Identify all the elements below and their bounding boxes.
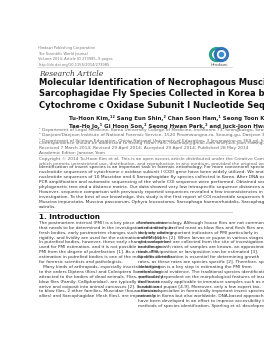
Circle shape — [214, 52, 219, 57]
Text: Research Article: Research Article — [39, 70, 103, 78]
Text: Copyright © 2014 Tu-Hoon Kim et al. This is an open access article distributed u: Copyright © 2014 Tu-Hoon Kim et al. This… — [39, 157, 264, 166]
Text: Academic Editor: Jaravan Yoon: Academic Editor: Jaravan Yoon — [39, 151, 105, 155]
Text: Hindawi: Hindawi — [210, 63, 228, 67]
Text: Received 7 March 2014; Revised 29 April 2014; Accepted 29 April 2014; Published : Received 7 March 2014; Revised 29 April … — [39, 146, 249, 150]
Text: Correspondence should be addressed to Seong Hwan Park, hukimop@gmail.com and Juc: Correspondence should be addressed to Se… — [39, 141, 264, 145]
Text: Hindawi Publishing Corporation
The Scientific World Journal
Volume 2014, Article: Hindawi Publishing Corporation The Scien… — [39, 46, 113, 67]
Text: Identification of insect species is an important task in forensic entomology. Fo: Identification of insect species is an i… — [39, 165, 264, 209]
Circle shape — [219, 52, 224, 57]
Text: Molecular Identification of Necrophagous Muscidae and
Sarcophagidae Fly Species : Molecular Identification of Necrophagous… — [39, 78, 264, 109]
Text: 1. Introduction: 1. Introduction — [39, 214, 100, 220]
Circle shape — [218, 51, 225, 58]
Text: forensic entomology. Although house flies are not commonly
attracted to putrefie: forensic entomology. Although house flie… — [138, 221, 264, 308]
Text: Tu-Hoon Kim,¹² Sang Eun Shin,² Chan Soon Ham,¹ Seong Toon Kim,¹ Kwang Soo Ko,¹
T: Tu-Hoon Kim,¹² Sang Eun Shin,² Chan Soon… — [69, 115, 264, 130]
Text: ¹ Department of Legal Medicine, Korea University College of Medicine, Incheonro : ¹ Department of Legal Medicine, Korea Un… — [39, 128, 264, 143]
Circle shape — [210, 48, 224, 62]
Circle shape — [213, 51, 220, 58]
Circle shape — [214, 48, 228, 62]
Text: The postmortem interval (PMI) is a key piece of information
that needs to be det: The postmortem interval (PMI) is a key p… — [39, 221, 174, 298]
